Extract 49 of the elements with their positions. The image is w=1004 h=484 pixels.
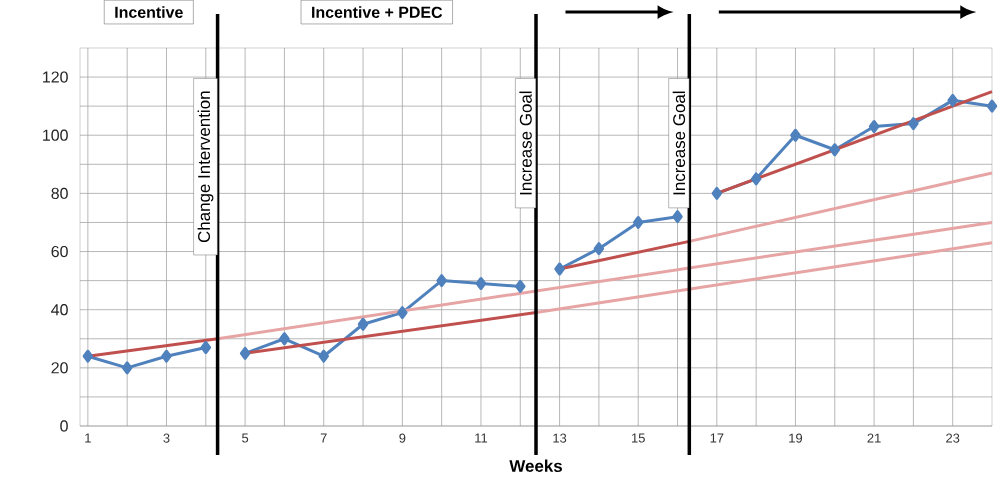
point — [200, 340, 212, 354]
point — [790, 128, 801, 142]
y-tick-label: 60 — [51, 245, 68, 258]
point — [279, 332, 290, 346]
point — [397, 306, 408, 320]
ref-line-label: Increase Goal — [672, 91, 686, 195]
point — [318, 349, 329, 363]
point — [554, 262, 565, 276]
point — [82, 349, 94, 363]
x-tick-label: 17 — [710, 433, 724, 443]
ref-line-label: Change Intervention — [197, 91, 214, 243]
x-tick-label: 15 — [631, 433, 645, 443]
point — [357, 317, 369, 331]
text: Incentive — [115, 6, 183, 18]
point — [750, 172, 762, 186]
point — [239, 346, 251, 360]
point — [829, 143, 841, 157]
point — [908, 117, 919, 131]
point — [986, 99, 998, 113]
x-tick-label: 19 — [789, 433, 803, 443]
point — [436, 274, 447, 288]
point — [515, 279, 526, 293]
point — [161, 349, 172, 363]
x-tick-label: 13 — [553, 433, 567, 443]
x-tick-label: 23 — [946, 433, 960, 443]
x-tick-label: 3 — [163, 433, 170, 443]
y-tick-label: 120 — [43, 71, 68, 83]
point — [672, 210, 683, 224]
point — [593, 242, 605, 256]
x-tick-label: 9 — [399, 433, 406, 443]
point — [868, 120, 880, 133]
point — [475, 277, 487, 291]
ref-line-label: Increase Goal — [519, 91, 532, 195]
x-tick-label: 1 — [85, 433, 91, 443]
y-tick-label: 0 — [60, 420, 68, 432]
point — [711, 186, 723, 200]
x-tick-label: 5 — [242, 433, 249, 443]
point — [947, 93, 958, 107]
point — [632, 215, 644, 229]
point — [121, 361, 133, 375]
x-tick-label: 11 — [475, 433, 488, 443]
x-tick-label: 21 — [867, 433, 881, 443]
y-tick-label: 20 — [51, 362, 68, 374]
x-axis-title: Weeks — [509, 459, 562, 472]
y-tick-label: 80 — [51, 187, 68, 200]
y-tick-label: 40 — [51, 304, 68, 316]
text: Incentive + PDEC — [312, 6, 443, 18]
x-tick-label: 7 — [320, 433, 327, 443]
y-tick-label: 100 — [43, 129, 68, 141]
